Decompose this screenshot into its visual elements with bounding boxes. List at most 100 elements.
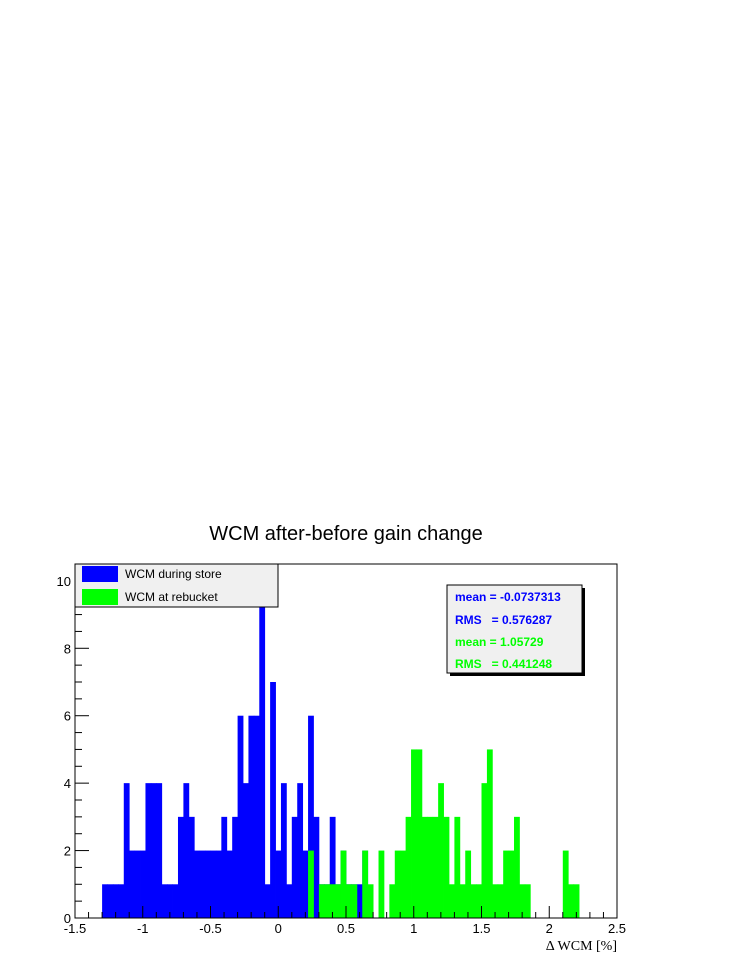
bar-blue-31: [270, 682, 276, 918]
stats-mean-green: mean = 1.05729: [455, 635, 544, 649]
stats-rms-blue: RMS = 0.576287: [455, 613, 552, 627]
stats-box: mean = -0.0737313 RMS = 0.576287 mean = …: [446, 584, 585, 676]
bar-blue-24: [232, 816, 238, 918]
bar-blue-42: [329, 816, 336, 918]
bar-green-85: [562, 850, 569, 918]
x-tick-label: 1: [410, 921, 417, 936]
stats-box-frame: [446, 584, 583, 674]
bar-blue-19: [205, 850, 211, 918]
bar-green-42: [329, 884, 336, 918]
chart-title: WCM after-before gain change: [209, 523, 482, 545]
bar-green-64: [448, 884, 455, 918]
x-tick-label: -1.5: [64, 921, 86, 936]
bar-green-44: [340, 850, 347, 918]
bar-green-60: [427, 816, 434, 918]
x-tick-label: 0: [275, 921, 282, 936]
bar-blue-39: [313, 816, 320, 918]
bar-green-45: [346, 884, 352, 918]
bar-green-51: [378, 850, 385, 918]
bar-blue-17: [194, 850, 201, 918]
bar-blue-6: [134, 850, 141, 918]
bar-green-53: [389, 884, 396, 918]
bar-blue-30: [264, 884, 271, 918]
bar-green-63: [443, 816, 450, 918]
bar-blue-33: [280, 783, 287, 918]
bar-blue-15: [183, 783, 190, 918]
bar-blue-18: [199, 850, 206, 918]
bar-blue-8: [145, 783, 152, 918]
x-tick-label: 1.5: [472, 921, 490, 936]
bar-blue-0: [102, 884, 108, 918]
bar-green-57: [411, 749, 417, 918]
bar-blue-22: [221, 816, 228, 918]
bar-blue-2: [112, 884, 119, 918]
bar-blue-5: [129, 850, 136, 918]
bar-green-62: [438, 783, 444, 918]
bar-green-87: [573, 884, 580, 918]
bar-green-71: [486, 749, 493, 918]
bar-green-72: [492, 884, 499, 918]
stats-mean-blue: mean = -0.0737313: [455, 590, 561, 604]
y-axis-ticks: 0 2 4 6 8 10: [57, 563, 89, 926]
bar-green-61: [432, 816, 439, 918]
y-tick-label: 0: [64, 911, 71, 926]
bar-green-75: [508, 850, 515, 918]
bar-blue-1: [107, 884, 114, 918]
y-tick-label: 4: [64, 776, 71, 791]
bar-green-56: [405, 816, 412, 918]
bar-green-38: [308, 850, 314, 918]
bar-blue-32: [275, 850, 282, 918]
bar-blue-11: [161, 884, 168, 918]
legend-swatch-green: [82, 589, 118, 605]
bar-blue-26: [243, 783, 249, 918]
bar-green-74: [503, 850, 509, 918]
bar-blue-4: [123, 783, 130, 918]
bar-blue-25: [237, 715, 244, 918]
bar-blue-27: [248, 715, 255, 918]
bar-blue-20: [210, 850, 217, 918]
bar-blue-12: [167, 884, 173, 918]
x-axis-title: Δ WCM [%]: [546, 939, 617, 954]
bar-blue-21: [215, 850, 222, 918]
bar-green-46: [351, 884, 358, 918]
bar-green-86: [568, 884, 575, 918]
bar-blue-37: [302, 850, 309, 918]
bar-green-41: [324, 884, 331, 918]
y-tick-label: 2: [64, 844, 71, 859]
stats-rms-green: RMS = 0.441248: [455, 657, 552, 671]
bar-blue-13: [172, 884, 179, 918]
bar-blue-47: [356, 884, 363, 918]
bar-blue-34: [286, 884, 293, 918]
bar-blue-28: [253, 715, 260, 918]
legend-swatch-blue: [82, 566, 118, 582]
bar-blue-9: [150, 783, 157, 918]
bar-green-67: [465, 850, 472, 918]
bar-green-65: [454, 816, 461, 918]
bar-green-49: [367, 884, 374, 918]
y-tick-label: 8: [64, 641, 71, 656]
bar-green-40: [318, 884, 325, 918]
series-green-bars: [308, 749, 580, 918]
bar-blue-7: [140, 850, 146, 918]
bar-green-54: [394, 850, 401, 918]
bar-green-55: [400, 850, 407, 918]
bar-green-69: [476, 884, 482, 918]
y-tick-label: 6: [64, 709, 71, 724]
x-tick-label: 0.5: [337, 921, 355, 936]
bar-blue-23: [226, 850, 233, 918]
bar-blue-36: [297, 783, 304, 918]
y-tick-label: 10: [57, 574, 71, 589]
bar-green-58: [416, 749, 423, 918]
bar-green-76: [514, 816, 520, 918]
bar-blue-29: [259, 580, 266, 918]
bar-blue-16: [188, 816, 195, 918]
bar-blue-10: [156, 783, 163, 918]
x-axis-ticks: -1.5 -1 -0.5 0 0.5 1 1.5 2 2.5: [64, 906, 626, 936]
x-tick-label: 2.5: [608, 921, 626, 936]
bar-green-59: [421, 816, 428, 918]
bar-green-43: [335, 884, 341, 918]
bar-green-70: [481, 783, 488, 918]
x-tick-label: -1: [137, 921, 149, 936]
bar-green-48: [362, 850, 369, 918]
